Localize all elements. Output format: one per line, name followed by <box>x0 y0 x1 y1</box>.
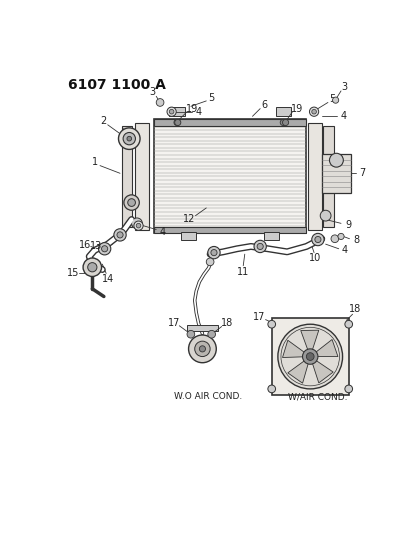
Text: 5: 5 <box>328 94 335 104</box>
Circle shape <box>199 346 205 352</box>
Circle shape <box>254 240 266 253</box>
Circle shape <box>279 119 285 126</box>
Text: 19: 19 <box>185 103 197 114</box>
Text: 10: 10 <box>308 253 320 263</box>
Text: 19: 19 <box>290 103 303 114</box>
Circle shape <box>306 353 313 360</box>
Bar <box>153 227 306 233</box>
Circle shape <box>83 258 101 277</box>
Text: 18: 18 <box>220 318 233 328</box>
Circle shape <box>174 119 180 126</box>
Text: 3: 3 <box>341 82 347 92</box>
Text: 4: 4 <box>339 111 346 122</box>
Circle shape <box>329 154 342 167</box>
Bar <box>180 232 196 239</box>
Circle shape <box>123 133 135 145</box>
Bar <box>153 119 306 126</box>
Text: 6: 6 <box>261 100 267 110</box>
Circle shape <box>156 99 164 106</box>
Polygon shape <box>282 340 304 358</box>
Text: 4: 4 <box>195 107 201 117</box>
Text: 4: 4 <box>159 227 165 237</box>
Circle shape <box>136 223 140 228</box>
Text: 16: 16 <box>79 240 91 250</box>
Text: 17: 17 <box>253 311 265 321</box>
Bar <box>271 318 348 395</box>
Text: 3: 3 <box>149 87 155 98</box>
Circle shape <box>282 119 288 126</box>
Circle shape <box>309 107 318 116</box>
Text: 18: 18 <box>348 304 360 314</box>
Circle shape <box>166 107 176 116</box>
Text: 5: 5 <box>207 93 213 103</box>
Text: 17: 17 <box>167 318 180 328</box>
Bar <box>300 348 319 366</box>
Circle shape <box>311 233 323 246</box>
Text: 11: 11 <box>236 267 249 277</box>
Bar <box>169 107 184 116</box>
Polygon shape <box>311 360 333 383</box>
Bar <box>263 232 279 239</box>
Circle shape <box>337 233 343 239</box>
Bar <box>275 107 290 116</box>
Text: 4: 4 <box>341 245 347 255</box>
Bar <box>153 119 306 233</box>
Bar <box>121 126 132 227</box>
Circle shape <box>127 136 131 141</box>
Circle shape <box>319 210 330 221</box>
Circle shape <box>330 235 338 243</box>
Bar <box>323 126 333 227</box>
Bar <box>307 123 321 230</box>
Polygon shape <box>300 330 318 351</box>
Text: 14: 14 <box>102 274 115 284</box>
Bar <box>134 123 148 230</box>
Circle shape <box>311 109 316 114</box>
Text: 7: 7 <box>358 168 364 179</box>
Text: 8: 8 <box>353 235 359 245</box>
Circle shape <box>98 243 110 255</box>
Circle shape <box>118 128 140 149</box>
Circle shape <box>267 320 275 328</box>
Circle shape <box>117 232 123 238</box>
Circle shape <box>134 221 143 230</box>
Circle shape <box>101 246 108 252</box>
Text: 15: 15 <box>67 269 79 278</box>
Circle shape <box>277 324 342 389</box>
Bar <box>321 154 350 192</box>
Circle shape <box>206 258 213 265</box>
Circle shape <box>194 341 210 357</box>
Polygon shape <box>287 360 308 383</box>
Circle shape <box>332 97 338 103</box>
Circle shape <box>187 330 194 338</box>
Text: 12: 12 <box>183 214 195 224</box>
Circle shape <box>207 246 220 259</box>
Circle shape <box>173 119 180 126</box>
Circle shape <box>344 385 352 393</box>
Text: 6107 1100 A: 6107 1100 A <box>67 78 165 92</box>
Circle shape <box>128 199 135 206</box>
Circle shape <box>314 237 320 243</box>
Circle shape <box>344 320 352 328</box>
Bar <box>187 325 217 331</box>
Circle shape <box>169 109 173 114</box>
Circle shape <box>114 229 126 241</box>
Circle shape <box>302 349 317 364</box>
Circle shape <box>210 249 216 256</box>
Circle shape <box>131 218 142 229</box>
Text: W.O AIR COND.: W.O AIR COND. <box>174 392 242 401</box>
Circle shape <box>188 335 216 363</box>
Circle shape <box>88 263 97 272</box>
Circle shape <box>256 244 263 249</box>
Text: 9: 9 <box>344 220 350 230</box>
Text: 13: 13 <box>90 241 102 252</box>
Circle shape <box>124 195 139 210</box>
Circle shape <box>207 330 215 338</box>
Circle shape <box>267 385 275 393</box>
Polygon shape <box>314 340 337 357</box>
Text: 1: 1 <box>91 157 97 167</box>
Text: 2: 2 <box>100 116 106 126</box>
Text: W/AIR COND.: W/AIR COND. <box>288 392 347 401</box>
